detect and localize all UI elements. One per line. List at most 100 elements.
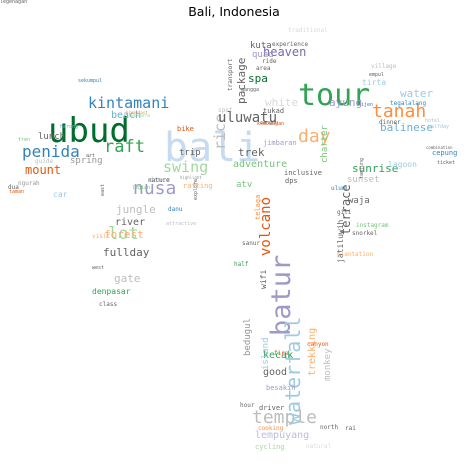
word-ayung: ayung	[329, 96, 363, 109]
word-art: art	[86, 153, 96, 159]
word-empul: empul	[369, 72, 385, 78]
word-danu: danu	[168, 206, 183, 213]
word-halfday: halfday	[428, 124, 450, 130]
word-trip: trip	[179, 148, 201, 158]
word-canggu: canggu	[260, 120, 279, 126]
word-bali: bali	[164, 125, 261, 171]
word-monkey: monkey	[323, 348, 333, 381]
word-kuta: kuta	[250, 41, 272, 51]
word-dinner: dinner	[379, 119, 401, 126]
word-waja: waja	[348, 196, 370, 206]
word-east: east	[100, 183, 106, 196]
word-combination: combination	[426, 145, 453, 150]
word-gili: gili	[337, 209, 352, 216]
word-explore: explore	[193, 178, 199, 200]
word-atv: atv	[236, 180, 253, 190]
word-half: half	[234, 261, 249, 268]
word-rafting: rafting	[183, 182, 213, 190]
word-inclusive: inclusive	[284, 169, 322, 177]
word-sunset: sunset	[347, 175, 380, 185]
word-charter: charter	[320, 125, 330, 163]
word-breakfast: breakfast	[126, 110, 148, 115]
word-west: west	[92, 265, 105, 271]
word-balinese: balinese	[380, 121, 433, 134]
word-gate: gate	[114, 272, 141, 285]
word-sunrise: sunrise	[352, 162, 399, 175]
word-denpasar: denpasar	[92, 287, 131, 296]
word-beach: beach	[111, 110, 142, 121]
word-ticket: ticket	[437, 160, 456, 166]
word-area: area	[256, 65, 271, 72]
word-cepung: cepung	[432, 149, 458, 157]
word-attractive: attractive	[166, 221, 197, 227]
word-snorkel: snorkel	[352, 230, 378, 237]
word-tegalalang: tegalalang	[390, 100, 427, 107]
word-day: day	[298, 126, 331, 147]
word-transport: transport	[227, 58, 234, 91]
word-dua: dua	[8, 184, 19, 191]
word-bedugul: bedugul	[243, 318, 253, 356]
word-lagoon: lagoon	[388, 160, 417, 169]
word-tanjung: tanjung	[359, 157, 365, 179]
word-hour: hour	[240, 402, 255, 409]
word-ubud: ubud	[48, 111, 130, 151]
word-mount: mount	[25, 163, 62, 177]
word-natural: natural	[306, 443, 332, 450]
word-class: class	[99, 301, 118, 308]
word-harong: harong	[60, 124, 79, 130]
word-spot: spot	[218, 107, 233, 114]
word-white: white	[265, 96, 299, 109]
word-highlight: highlight	[180, 175, 202, 180]
word-forest: forest	[104, 228, 144, 241]
word-tour: tour	[298, 78, 371, 113]
word-lot: lot	[108, 224, 139, 244]
word-raft: raft	[104, 137, 145, 157]
word-bike: bike	[177, 125, 194, 133]
word-hotel: hotel	[425, 118, 441, 124]
word-jungle: jungle	[116, 203, 156, 216]
word-guide: guide	[35, 158, 54, 165]
word-nusa: nusa	[133, 178, 177, 199]
word-ride: ride	[262, 58, 277, 65]
word-lunch: lunch	[38, 132, 66, 142]
word-ulun: ulun	[331, 185, 346, 192]
word-tukad: tukad	[263, 107, 285, 115]
word-uluwatu: uluwatu	[218, 110, 278, 126]
word-water: water	[400, 87, 434, 100]
word-ngurah: ngurah	[18, 180, 40, 187]
word-taman: taman	[9, 189, 25, 195]
word-dance: dance	[149, 176, 171, 184]
word-kembangan: kembangan	[257, 121, 285, 127]
word-jimbaran: jimbaran	[263, 139, 297, 147]
word-lempuyang: lempuyang	[255, 430, 310, 441]
word-rai: rai	[345, 425, 356, 432]
word-spa: spa	[248, 72, 268, 85]
word-package: package	[235, 57, 248, 104]
word-fren: fren	[18, 137, 31, 143]
word-visit: visit	[92, 233, 111, 240]
word-telaga: telaga	[254, 194, 262, 220]
word-dps: dps	[285, 177, 298, 185]
word-kecak: kecak	[263, 350, 294, 361]
word-river: river	[115, 217, 146, 228]
word-fullday: fullday	[103, 246, 150, 259]
word-sanur: sanur	[242, 240, 261, 247]
word-experience: experience	[272, 41, 309, 48]
word-spring: spring	[70, 156, 103, 166]
word-cooking: cooking	[258, 425, 284, 432]
word-north: north	[320, 424, 339, 431]
word-instagram: instagram	[356, 222, 389, 229]
word-sekumpul: sekumpul	[78, 78, 103, 84]
word-ijen: ijen	[361, 102, 374, 108]
word-swing: swing	[163, 158, 209, 176]
word-plantation: plantation	[337, 251, 374, 258]
word-besakih: besakih	[266, 384, 296, 392]
word-driver: driver	[259, 404, 285, 412]
word-tanah: tanah	[372, 101, 427, 122]
word-bandara: bandara	[129, 113, 151, 119]
word-wifi: wifi	[259, 269, 268, 289]
word-car: car	[53, 190, 68, 199]
word-canyon: canyon	[307, 341, 329, 348]
word-tirta: tirta	[362, 78, 387, 87]
word-penida: penida	[22, 142, 80, 161]
